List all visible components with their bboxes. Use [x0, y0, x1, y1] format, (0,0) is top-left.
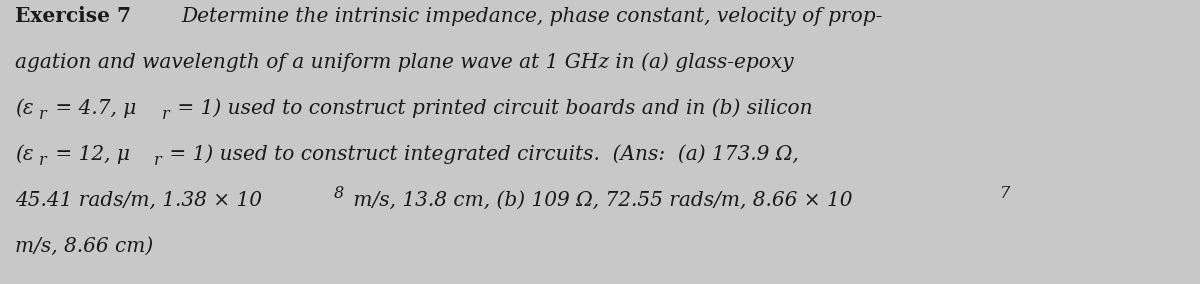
Text: = 12, μ: = 12, μ	[49, 145, 130, 164]
Text: (ε: (ε	[14, 145, 34, 164]
Text: Determine the intrinsic impedance, phase constant, velocity of prop-: Determine the intrinsic impedance, phase…	[181, 7, 882, 26]
Text: r: r	[162, 106, 169, 123]
Text: (ε: (ε	[14, 99, 34, 118]
Text: = 1) used to construct printed circuit boards and in (b) silicon: = 1) used to construct printed circuit b…	[172, 98, 814, 118]
Text: r: r	[40, 106, 47, 123]
Text: = 1) used to construct integrated circuits.  (Ans:  (a) 173.9 Ω,: = 1) used to construct integrated circui…	[163, 144, 799, 164]
Text: m/s, 8.66 cm): m/s, 8.66 cm)	[14, 237, 154, 256]
Text: 45.41 rads/m, 1.38 × 10: 45.41 rads/m, 1.38 × 10	[14, 191, 262, 210]
Text: Exercise 7: Exercise 7	[14, 6, 131, 26]
Text: m/s, 13.8 cm, (b) 109 Ω, 72.55 rads/m, 8.66 × 10: m/s, 13.8 cm, (b) 109 Ω, 72.55 rads/m, 8…	[347, 191, 852, 210]
Text: r: r	[154, 152, 161, 169]
Text: 7: 7	[1000, 185, 1009, 202]
Text: = 4.7, μ: = 4.7, μ	[49, 99, 137, 118]
Text: agation and wavelength of a uniform plane wave at 1 GHz in (a) glass-epoxy: agation and wavelength of a uniform plan…	[14, 52, 793, 72]
Text: r: r	[40, 152, 47, 169]
Text: 8: 8	[334, 185, 344, 202]
